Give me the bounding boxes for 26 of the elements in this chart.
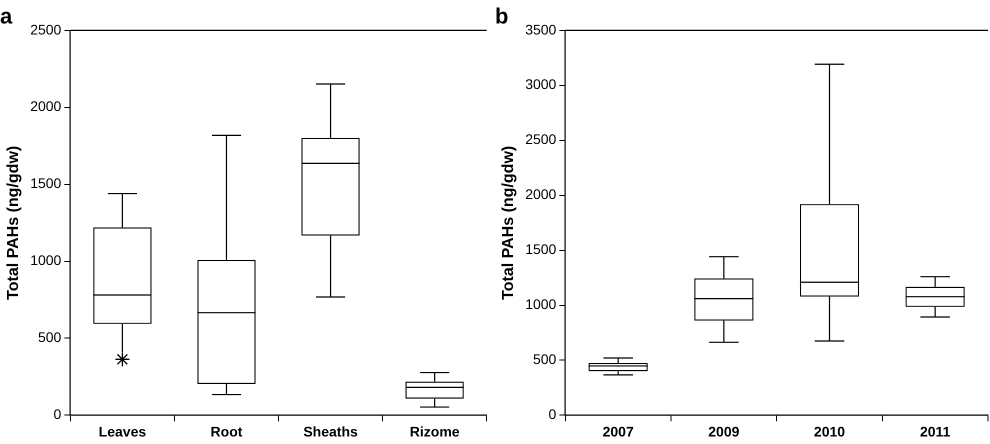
x-tick-label: Root [210,423,243,440]
y-tick-label: 0 [548,406,557,422]
x-tick-label: Leaves [98,423,146,440]
y-tick-label: 3500 [525,21,557,38]
x-tick-label: 2007 [602,423,634,440]
x-tick-label: 2011 [920,423,951,440]
y-tick-label: 3000 [525,76,557,92]
y-tick-label: 500 [532,351,557,368]
y-tick-label: 0 [54,406,62,422]
y-tick-label: 2500 [525,131,557,148]
y-tick-label: 1500 [30,175,62,192]
y-tick-label: 1500 [525,241,557,258]
y-tick-label: 1000 [30,252,62,268]
x-tick-label: 2009 [708,423,740,440]
y-tick-label: 2000 [30,98,62,114]
y-tick-label: 500 [38,329,62,346]
y-axis-title: Total PAHs (ng/gdw) [500,146,518,300]
chart-title: a [0,3,13,28]
y-axis-title: Total PAHs (ng/gdw) [5,146,22,300]
y-tick-label: 1000 [525,296,557,312]
x-tick-label: 2010 [814,423,846,440]
y-tick-label: 2000 [525,186,557,202]
chart-title: b [495,3,508,28]
x-tick-label: Sheaths [303,423,358,440]
y-tick-label: 2500 [30,21,62,38]
x-tick-label: Rizome [410,423,460,440]
